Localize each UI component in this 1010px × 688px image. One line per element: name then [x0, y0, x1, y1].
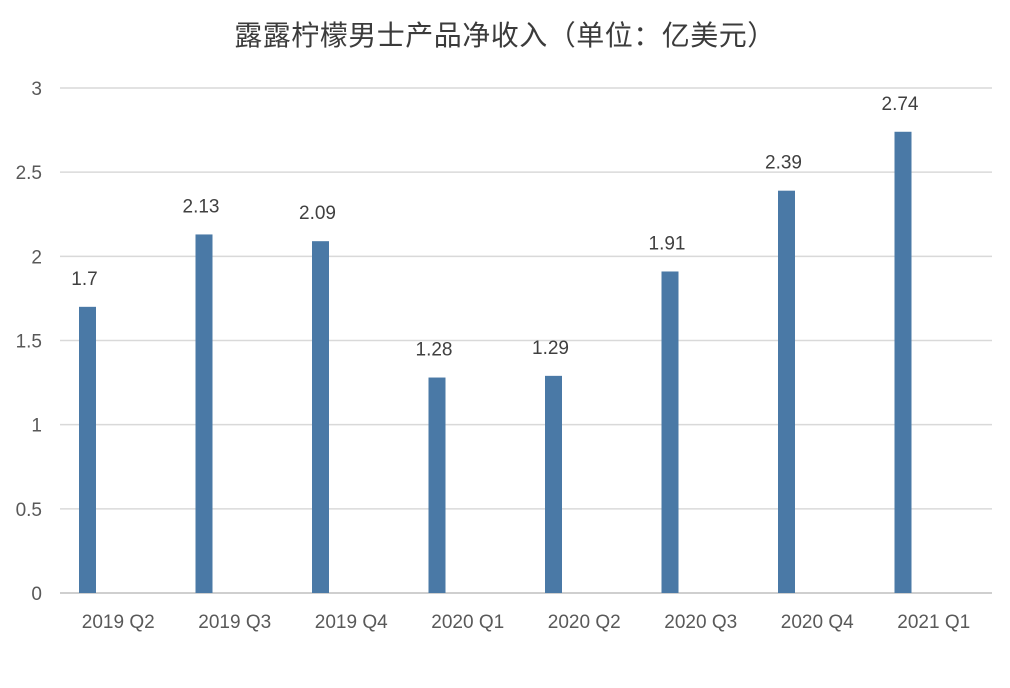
bar [428, 377, 446, 593]
bar [312, 241, 329, 593]
x-tick-label: 2019 Q4 [315, 612, 388, 633]
x-tick-label: 2020 Q3 [664, 612, 737, 633]
data-label: 1.91 [649, 233, 686, 254]
bar [661, 271, 679, 593]
data-label: 2.39 [765, 153, 802, 174]
data-label: 2.13 [183, 196, 220, 217]
x-tick-label: 2019 Q3 [198, 612, 271, 633]
bar [778, 190, 795, 593]
chart-title: 露露柠檬男士产品净收入（单位：亿美元） [234, 19, 776, 52]
data-label: 2.74 [882, 94, 919, 115]
x-tick-label: 2019 Q2 [82, 612, 155, 633]
data-label: 1.7 [71, 269, 97, 290]
bar [79, 306, 96, 593]
data-label: 1.28 [416, 340, 453, 361]
y-tick-label: 2 [31, 247, 42, 268]
y-tick-label: 1.5 [16, 332, 42, 353]
bar [894, 131, 912, 593]
y-tick-label: 3 [31, 79, 42, 100]
y-tick-label: 1 [31, 416, 42, 437]
x-tick-label: 2020 Q2 [548, 612, 621, 633]
bar [545, 375, 562, 593]
bar [195, 234, 213, 593]
y-tick-label: 2.5 [16, 163, 42, 184]
x-tick-label: 2021 Q1 [897, 612, 970, 633]
data-label: 2.09 [299, 203, 336, 224]
y-tick-label: 0.5 [16, 500, 42, 521]
x-tick-label: 2020 Q1 [431, 612, 504, 633]
x-tick-label: 2020 Q4 [781, 612, 854, 633]
data-label: 1.29 [532, 338, 569, 359]
y-tick-label: 0 [31, 584, 42, 605]
